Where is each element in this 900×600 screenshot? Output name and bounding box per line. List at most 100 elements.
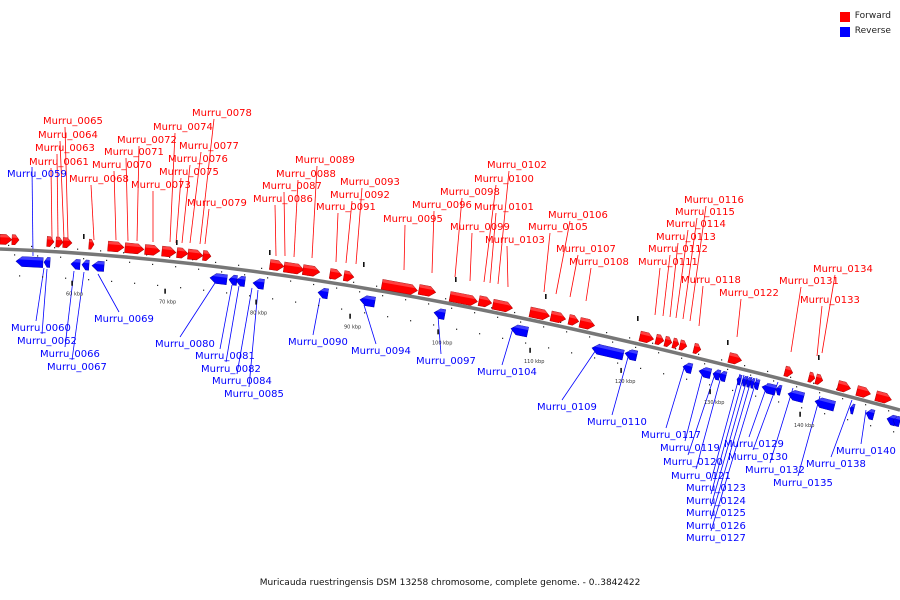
reverse-gene-21[interactable]: [745, 376, 752, 388]
gene-label-murru_0077[interactable]: Murru_0077: [179, 141, 239, 152]
gene-label-murru_0094[interactable]: Murru_0094: [351, 346, 411, 357]
gene-label-murru_0085[interactable]: Murru_0085: [224, 389, 284, 400]
reverse-gene-8[interactable]: [252, 278, 265, 290]
gene-label-murru_0109[interactable]: Murru_0109: [537, 402, 597, 413]
forward-gene-25[interactable]: [567, 314, 580, 326]
gene-label-murru_0064[interactable]: Murru_0064: [38, 130, 98, 141]
reverse-gene-10[interactable]: [359, 295, 376, 308]
gene-label-murru_0116[interactable]: Murru_0116: [684, 195, 744, 206]
forward-gene-32[interactable]: [692, 342, 702, 354]
reverse-gene-24[interactable]: [761, 382, 778, 396]
reverse-gene-3[interactable]: [81, 259, 90, 271]
gene-label-murru_0140[interactable]: Murru_0140: [836, 446, 896, 457]
reverse-gene-20[interactable]: [741, 375, 748, 387]
gene-label-murru_0095[interactable]: Murru_0095: [383, 214, 443, 225]
gene-label-murru_0075[interactable]: Murru_0075: [159, 167, 219, 178]
forward-gene-37[interactable]: [836, 380, 852, 393]
gene-label-murru_0067[interactable]: Murru_0067: [47, 362, 107, 373]
gene-label-murru_0117[interactable]: Murru_0117: [641, 430, 701, 441]
reverse-gene-28[interactable]: [849, 403, 856, 415]
gene-label-murru_0111[interactable]: Murru_0111: [638, 257, 698, 268]
gene-label-murru_0059[interactable]: Murru_0059: [7, 169, 67, 180]
forward-gene-36[interactable]: [814, 373, 824, 385]
gene-label-murru_0093[interactable]: Murru_0093: [340, 177, 400, 188]
gene-label-murru_0069[interactable]: Murru_0069: [94, 314, 154, 325]
gene-label-murru_0122[interactable]: Murru_0122: [719, 288, 779, 299]
gene-label-murru_0080[interactable]: Murru_0080: [155, 339, 215, 350]
forward-gene-27[interactable]: [638, 330, 655, 344]
gene-label-murru_0089[interactable]: Murru_0089: [295, 155, 355, 166]
forward-gene-3[interactable]: [55, 236, 64, 248]
reverse-gene-4[interactable]: [91, 260, 105, 272]
forward-gene-5[interactable]: [88, 238, 95, 250]
forward-gene-39[interactable]: [874, 390, 893, 405]
gene-label-murru_0091[interactable]: Murru_0091: [316, 202, 376, 213]
gene-label-murru_0076[interactable]: Murru_0076: [168, 154, 228, 165]
gene-label-murru_0062[interactable]: Murru_0062: [17, 336, 77, 347]
reverse-gene-0[interactable]: [15, 256, 44, 268]
gene-label-murru_0070[interactable]: Murru_0070: [92, 160, 152, 171]
gene-label-murru_0113[interactable]: Murru_0113: [656, 232, 716, 243]
gene-label-murru_0118[interactable]: Murru_0118: [681, 275, 741, 286]
forward-gene-24[interactable]: [549, 310, 567, 324]
gene-label-murru_0065[interactable]: Murru_0065: [43, 116, 103, 127]
gene-label-murru_0101[interactable]: Murru_0101: [474, 202, 534, 213]
forward-gene-18[interactable]: [380, 279, 418, 295]
gene-label-murru_0115[interactable]: Murru_0115: [675, 207, 735, 218]
reverse-gene-6[interactable]: [228, 274, 238, 286]
gene-label-murru_0081[interactable]: Murru_0081: [195, 351, 255, 362]
forward-gene-22[interactable]: [491, 298, 514, 313]
forward-gene-20[interactable]: [448, 291, 478, 306]
gene-label-murru_0132[interactable]: Murru_0132: [745, 465, 805, 476]
gene-label-murru_0071[interactable]: Murru_0071: [104, 147, 164, 158]
gene-label-murru_0096[interactable]: Murru_0096: [412, 200, 472, 211]
forward-gene-4[interactable]: [62, 237, 73, 248]
gene-label-murru_0120[interactable]: Murru_0120: [663, 457, 723, 468]
gene-label-murru_0060[interactable]: Murru_0060: [11, 323, 71, 334]
forward-gene-14[interactable]: [282, 261, 305, 275]
gene-label-murru_0135[interactable]: Murru_0135: [773, 478, 833, 489]
gene-label-murru_0079[interactable]: Murru_0079: [187, 198, 247, 209]
forward-gene-6[interactable]: [107, 240, 125, 253]
gene-label-murru_0061[interactable]: Murru_0061: [29, 157, 89, 168]
gene-label-murru_0125[interactable]: Murru_0125: [686, 508, 746, 519]
gene-label-murru_0086[interactable]: Murru_0086: [253, 194, 313, 205]
gene-label-murru_0082[interactable]: Murru_0082: [201, 364, 261, 375]
reverse-gene-5[interactable]: [209, 273, 228, 286]
gene-label-murru_0088[interactable]: Murru_0088: [276, 169, 336, 180]
gene-label-murru_0066[interactable]: Murru_0066: [40, 349, 100, 360]
gene-label-murru_0092[interactable]: Murru_0092: [330, 190, 390, 201]
gene-label-murru_0134[interactable]: Murru_0134: [813, 264, 873, 275]
gene-label-murru_0074[interactable]: Murru_0074: [153, 122, 213, 133]
gene-label-murru_0068[interactable]: Murru_0068: [69, 174, 129, 185]
gene-label-murru_0124[interactable]: Murru_0124: [686, 496, 746, 507]
gene-label-murru_0097[interactable]: Murru_0097: [416, 356, 476, 367]
forward-gene-30[interactable]: [671, 337, 680, 349]
reverse-gene-12[interactable]: [510, 324, 529, 338]
gene-label-murru_0108[interactable]: Murru_0108: [569, 257, 629, 268]
forward-gene-26[interactable]: [578, 317, 596, 330]
forward-gene-33[interactable]: [727, 352, 743, 366]
gene-label-murru_0107[interactable]: Murru_0107: [556, 244, 616, 255]
gene-label-murru_0112[interactable]: Murru_0112: [648, 244, 708, 255]
forward-gene-16[interactable]: [328, 268, 343, 281]
reverse-gene-17[interactable]: [712, 369, 722, 381]
reverse-gene-9[interactable]: [317, 287, 329, 300]
gene-label-murru_0099[interactable]: Murru_0099: [450, 222, 510, 233]
gene-label-murru_0127[interactable]: Murru_0127: [686, 533, 746, 544]
reverse-gene-7[interactable]: [235, 275, 246, 287]
forward-gene-38[interactable]: [855, 385, 872, 399]
forward-gene-8[interactable]: [144, 244, 161, 256]
reverse-gene-29[interactable]: [865, 408, 876, 421]
reverse-gene-26[interactable]: [787, 389, 806, 403]
forward-gene-21[interactable]: [477, 295, 493, 308]
forward-gene-29[interactable]: [663, 335, 673, 347]
gene-label-murru_0087[interactable]: Murru_0087: [262, 181, 322, 192]
forward-gene-13[interactable]: [269, 259, 285, 272]
forward-gene-31[interactable]: [678, 339, 688, 351]
reverse-gene-23[interactable]: [753, 379, 761, 391]
gene-label-murru_0131[interactable]: Murru_0131: [779, 276, 839, 287]
gene-label-murru_0121[interactable]: Murru_0121: [671, 471, 731, 482]
gene-label-murru_0072[interactable]: Murru_0072: [117, 135, 177, 146]
reverse-gene-15[interactable]: [682, 362, 694, 374]
